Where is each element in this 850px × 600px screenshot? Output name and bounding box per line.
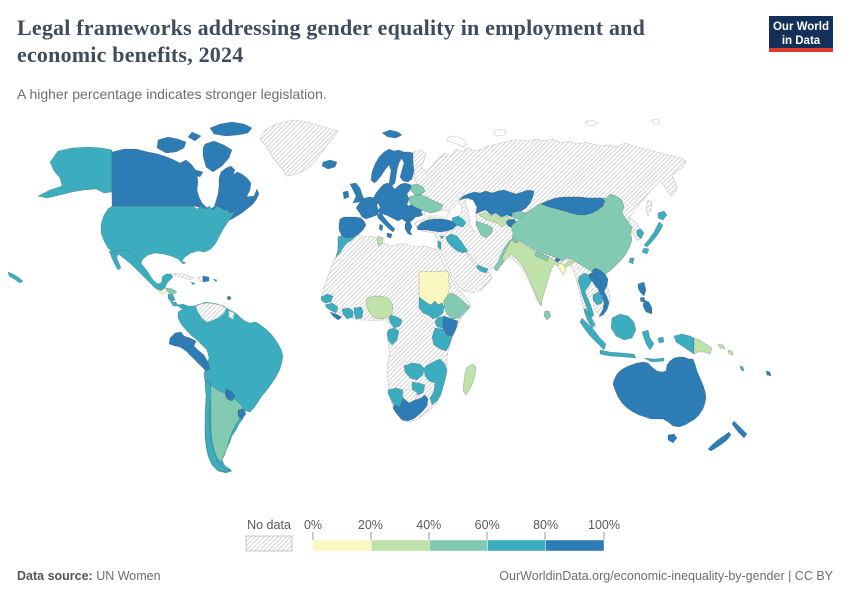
svg-text:100%: 100% xyxy=(588,518,620,532)
svg-text:60%: 60% xyxy=(475,518,500,532)
svg-text:40%: 40% xyxy=(416,518,441,532)
svg-text:0%: 0% xyxy=(304,518,322,532)
svg-text:20%: 20% xyxy=(358,518,383,532)
svg-text:No data: No data xyxy=(247,518,291,532)
svg-text:80%: 80% xyxy=(533,518,558,532)
